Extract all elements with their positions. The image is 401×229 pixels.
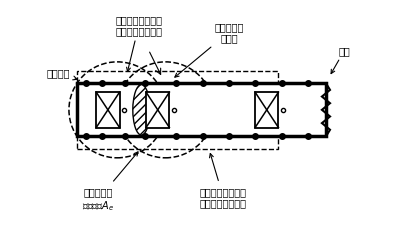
Bar: [77, 71, 277, 149]
Text: 有效移动扫
描重叠区$A_e$: 有效移动扫 描重叠区$A_e$: [82, 152, 138, 212]
Text: 三维激光扫描设备
最大有效扫描范围: 三维激光扫描设备 最大有效扫描范围: [115, 15, 162, 72]
Bar: [255, 93, 278, 128]
Bar: [77, 84, 325, 137]
Text: 隧洞: 隧洞: [330, 46, 350, 74]
Ellipse shape: [132, 85, 150, 135]
Text: 三维激光扫描设备
预估工作移动范围: 三维激光扫描设备 预估工作移动范围: [199, 154, 246, 208]
Bar: [96, 93, 119, 128]
Bar: [146, 93, 169, 128]
Text: 人工地标: 人工地标: [46, 68, 77, 80]
Text: 三维激光扫
描设备: 三维激光扫 描设备: [174, 22, 243, 78]
